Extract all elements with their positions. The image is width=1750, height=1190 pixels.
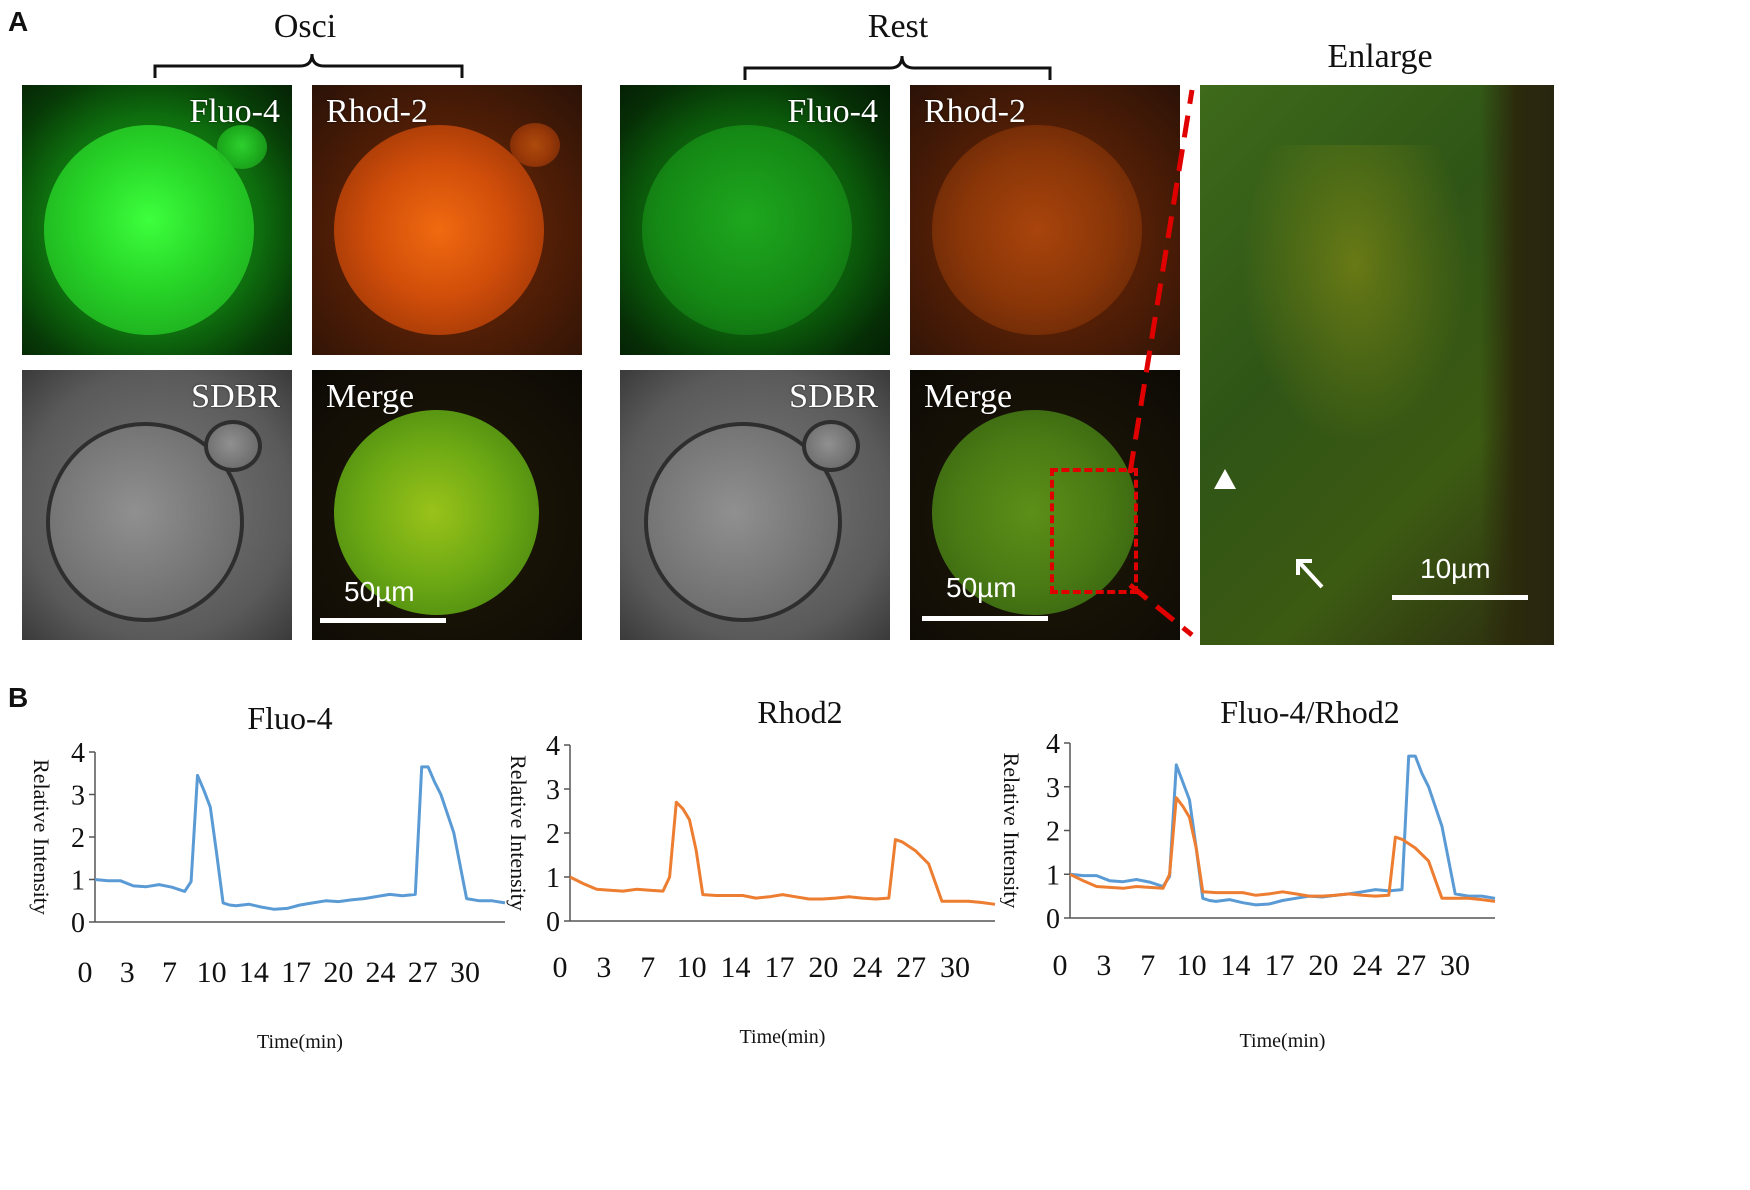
- x-tick-label: 10: [197, 956, 227, 989]
- osci-rhod2-image: Rhod-2: [312, 85, 582, 355]
- x-tick-label: 30: [1440, 949, 1470, 982]
- bracket-rest: [743, 55, 1052, 80]
- x-tick-label: 17: [764, 951, 794, 984]
- x-tick-label: 20: [323, 956, 353, 989]
- tile-label-rhod2: Rhod-2: [326, 93, 428, 130]
- zoom-connector-lines: [1127, 89, 1195, 637]
- series-line-1: [94, 765, 506, 911]
- panel-a-letter: A: [8, 6, 29, 37]
- x-tick-label: 17: [281, 956, 311, 989]
- x-tick-label: 24: [366, 956, 396, 989]
- y-tick-label: 1: [71, 866, 85, 897]
- x-tick-label: 30: [940, 951, 970, 984]
- rest-merge-image: Merge 50µm: [910, 370, 1180, 640]
- zoom-region-box: [1050, 468, 1138, 594]
- y-tick-label: 0: [546, 907, 560, 938]
- y-tick-label: 2: [546, 819, 560, 850]
- x-tick-label: 3: [120, 956, 135, 989]
- x-tick-label: 27: [408, 956, 438, 989]
- x-axis-label: Time(min): [1240, 1030, 1326, 1052]
- x-tick-label: 10: [677, 951, 707, 984]
- series-line-1: [1069, 754, 1496, 907]
- x-tick-label: 7: [1140, 949, 1155, 982]
- bracket-osci: [153, 53, 464, 78]
- x-axis-label: Time(min): [740, 1026, 826, 1048]
- y-tick-label: 1: [1046, 860, 1060, 891]
- y-tick-label: 4: [1046, 729, 1060, 760]
- x-axis-label: Time(min): [257, 1031, 343, 1053]
- arrow-marker: [1296, 559, 1324, 589]
- series-line-2: [1069, 796, 1496, 903]
- x-tick-label: 0: [553, 951, 568, 984]
- tile-label-fluo4: Fluo-4: [787, 93, 878, 130]
- y-axis-label: Relative Intensity: [29, 759, 54, 915]
- x-tick-label: 30: [450, 956, 480, 989]
- x-tick-label: 24: [852, 951, 882, 984]
- tile-label-sdbr: SDBR: [789, 378, 878, 415]
- x-tick-label: 27: [896, 951, 926, 984]
- x-tick-label: 3: [596, 951, 611, 984]
- x-tick-label: 20: [1308, 949, 1338, 982]
- tile-label-sdbr: SDBR: [191, 378, 280, 415]
- chart-title-ratio: Fluo-4/Rhod2: [1220, 694, 1400, 730]
- enlarge-title: Enlarge: [1327, 38, 1433, 75]
- osci-merge-image: Merge 50µm: [312, 370, 582, 640]
- x-tick-label: 14: [721, 951, 751, 984]
- y-tick-label: 4: [546, 731, 560, 762]
- y-tick-label: 0: [1046, 904, 1060, 935]
- y-tick-label: 3: [71, 781, 85, 812]
- x-tick-label: 0: [78, 956, 93, 989]
- enlarge-image: 10µm: [1200, 85, 1554, 645]
- osci-sdbr-image: SDBR: [22, 370, 292, 640]
- group-brackets: [153, 53, 1052, 80]
- rest-fluo4-image: Fluo-4: [620, 85, 890, 355]
- x-tick-label: 7: [640, 951, 655, 984]
- tile-label-merge: Merge: [326, 378, 415, 415]
- x-tick-label: 24: [1352, 949, 1382, 982]
- scale-label-50um: 50µm: [344, 576, 415, 607]
- scale-bar: [320, 618, 446, 623]
- y-axis-label: Relative Intensity: [506, 755, 531, 911]
- y-tick-label: 4: [71, 738, 85, 769]
- x-tick-label: 14: [239, 956, 269, 989]
- group-title-rest: Rest: [867, 8, 929, 45]
- y-tick-label: 2: [71, 823, 85, 854]
- arrowhead-marker: [1214, 469, 1236, 489]
- rest-rhod2-image: Rhod-2: [910, 85, 1180, 355]
- x-tick-label: 27: [1396, 949, 1426, 982]
- rest-sdbr-image: SDBR: [620, 370, 890, 640]
- x-tick-label: 10: [1177, 949, 1207, 982]
- panel-b-letter: B: [8, 682, 29, 713]
- x-tick-label: 0: [1053, 949, 1068, 982]
- group-title-osci: Osci: [273, 8, 337, 45]
- scale-bar-enlarge: [1392, 595, 1528, 600]
- x-tick-label: 14: [1221, 949, 1251, 982]
- y-tick-label: 1: [546, 863, 560, 894]
- scale-bar: [922, 616, 1048, 621]
- y-tick-label: 2: [1046, 817, 1060, 848]
- y-tick-label: 3: [1046, 773, 1060, 804]
- x-tick-label: 7: [162, 956, 177, 989]
- chart-title-rhod2: Rhod2: [757, 694, 843, 730]
- y-tick-label: 3: [546, 775, 560, 806]
- scale-label-10um: 10µm: [1420, 553, 1491, 584]
- scale-label-50um: 50µm: [946, 572, 1017, 603]
- y-tick-label: 0: [71, 908, 85, 939]
- tile-label-fluo4: Fluo-4: [189, 93, 280, 130]
- x-tick-label: 20: [808, 951, 838, 984]
- osci-fluo4-image: Fluo-4: [22, 85, 292, 355]
- x-tick-label: 17: [1264, 949, 1294, 982]
- tile-label-merge: Merge: [924, 378, 1013, 415]
- chart-title-fluo4: Fluo-4: [247, 700, 333, 736]
- x-tick-label: 3: [1096, 949, 1111, 982]
- series-line-1: [569, 800, 996, 906]
- tile-label-rhod2: Rhod-2: [924, 93, 1026, 130]
- y-axis-label: Relative Intensity: [1000, 753, 1024, 909]
